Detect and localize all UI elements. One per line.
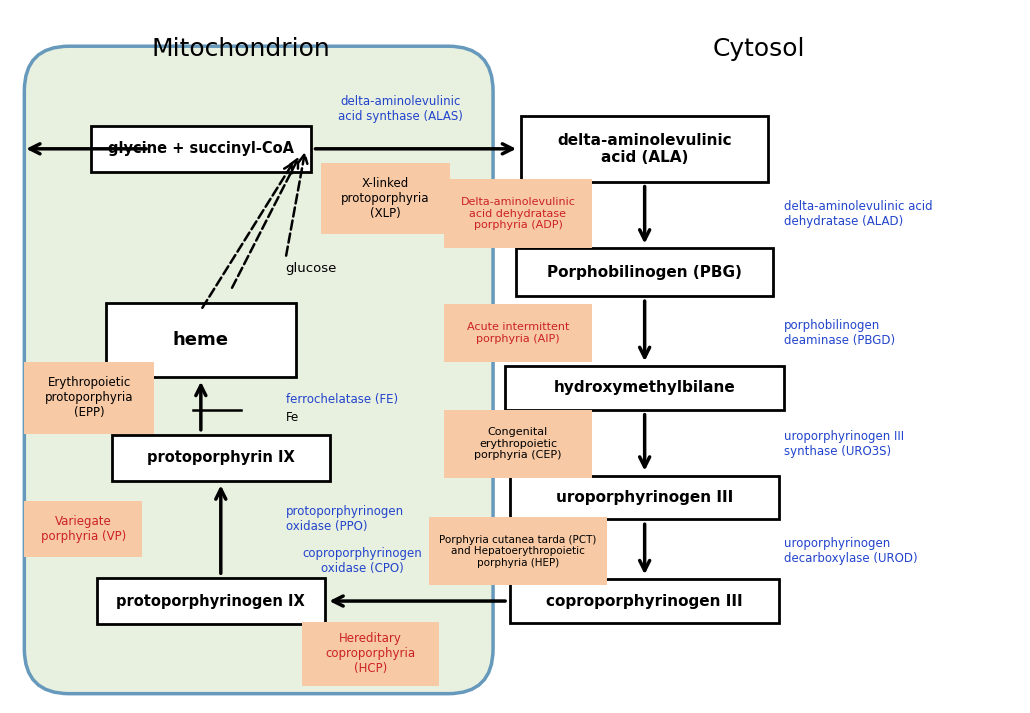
Text: delta-aminolevulinic acid
dehydratase (ALAD): delta-aminolevulinic acid dehydratase (A…: [784, 200, 933, 227]
FancyBboxPatch shape: [430, 518, 607, 585]
FancyBboxPatch shape: [516, 248, 774, 296]
Text: Erythropoietic
protoporphyria
(EPP): Erythropoietic protoporphyria (EPP): [45, 376, 134, 419]
Text: Cytosol: Cytosol: [713, 37, 805, 61]
FancyBboxPatch shape: [106, 303, 296, 377]
FancyBboxPatch shape: [505, 366, 784, 410]
FancyBboxPatch shape: [510, 579, 780, 623]
Text: delta-aminolevulinic
acid (ALA): delta-aminolevulinic acid (ALA): [557, 133, 732, 165]
Text: X-linked
protoporphyria
(XLP): X-linked protoporphyria (XLP): [341, 177, 430, 220]
Text: protoporphyrinogen IX: protoporphyrinogen IX: [116, 593, 305, 608]
Text: Porphobilinogen (PBG): Porphobilinogen (PBG): [547, 265, 742, 279]
Text: Hereditary
coproporphyria
(HCP): Hereditary coproporphyria (HCP): [325, 632, 415, 675]
FancyBboxPatch shape: [25, 362, 153, 434]
FancyBboxPatch shape: [521, 116, 768, 182]
Text: Variegate
porphyria (VP): Variegate porphyria (VP): [40, 515, 126, 543]
Text: heme: heme: [173, 331, 229, 349]
FancyBboxPatch shape: [25, 46, 493, 694]
FancyBboxPatch shape: [510, 476, 780, 519]
Text: coproporphyrinogen III: coproporphyrinogen III: [546, 593, 743, 608]
FancyBboxPatch shape: [112, 435, 330, 481]
Text: protoporphyrin IX: protoporphyrin IX: [147, 450, 295, 465]
Text: delta-aminolevulinic
acid synthase (ALAS): delta-aminolevulinic acid synthase (ALAS…: [338, 95, 462, 123]
FancyBboxPatch shape: [302, 622, 439, 686]
Text: Mitochondrion: Mitochondrion: [151, 37, 331, 61]
Text: porphobilinogen
deaminase (PBGD): porphobilinogen deaminase (PBGD): [784, 319, 895, 347]
FancyBboxPatch shape: [320, 163, 450, 235]
Text: uroporphyrinogen III
synthase (URO3S): uroporphyrinogen III synthase (URO3S): [784, 430, 904, 458]
Text: Delta-aminolevulinic
acid dehydratase
porphyria (ADP): Delta-aminolevulinic acid dehydratase po…: [460, 197, 576, 230]
FancyBboxPatch shape: [97, 578, 324, 624]
FancyBboxPatch shape: [444, 410, 592, 478]
FancyBboxPatch shape: [444, 179, 592, 248]
Text: Fe: Fe: [285, 411, 299, 424]
Text: ferrochelatase (FE): ferrochelatase (FE): [285, 394, 398, 406]
Text: uroporphyrinogen III: uroporphyrinogen III: [556, 490, 733, 505]
FancyBboxPatch shape: [91, 126, 311, 172]
Text: Porphyria cutanea tarda (PCT)
and Hepatoerythropoietic
porphyria (HEP): Porphyria cutanea tarda (PCT) and Hepato…: [440, 535, 596, 568]
Text: Congenital
erythropoietic
porphyria (CEP): Congenital erythropoietic porphyria (CEP…: [474, 427, 561, 461]
Text: uroporphyrinogen
decarboxylase (UROD): uroporphyrinogen decarboxylase (UROD): [784, 537, 918, 565]
Text: protoporphyrinogen
oxidase (PPO): protoporphyrinogen oxidase (PPO): [285, 506, 404, 533]
FancyBboxPatch shape: [25, 501, 142, 558]
Text: hydroxymethylbilane: hydroxymethylbilane: [554, 380, 735, 396]
Text: Acute intermittent
porphyria (AIP): Acute intermittent porphyria (AIP): [467, 322, 570, 344]
FancyBboxPatch shape: [444, 304, 592, 362]
Text: glucose: glucose: [285, 262, 336, 275]
Text: glycine + succinyl-CoA: glycine + succinyl-CoA: [108, 141, 294, 156]
Text: coproporphyrinogen
oxidase (CPO): coproporphyrinogen oxidase (CPO): [303, 547, 422, 575]
